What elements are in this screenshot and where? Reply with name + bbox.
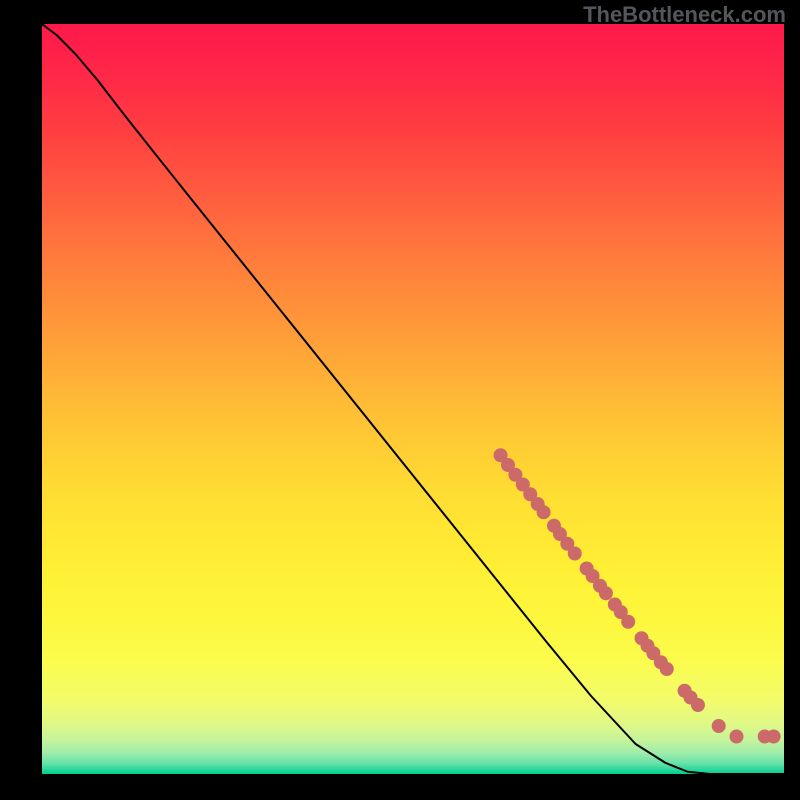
data-marker: [730, 730, 743, 743]
data-marker: [599, 587, 612, 600]
bottleneck-curve: [42, 24, 784, 774]
data-marker: [691, 699, 704, 712]
curve-layer: [42, 24, 784, 774]
data-marker: [660, 663, 673, 676]
marker-group: [494, 449, 780, 743]
watermark-text: TheBottleneck.com: [583, 2, 786, 28]
data-marker: [767, 730, 780, 743]
data-marker: [622, 615, 635, 628]
data-marker: [568, 547, 581, 560]
data-marker: [537, 506, 550, 519]
data-marker: [712, 720, 725, 733]
plot-area: [42, 24, 784, 774]
